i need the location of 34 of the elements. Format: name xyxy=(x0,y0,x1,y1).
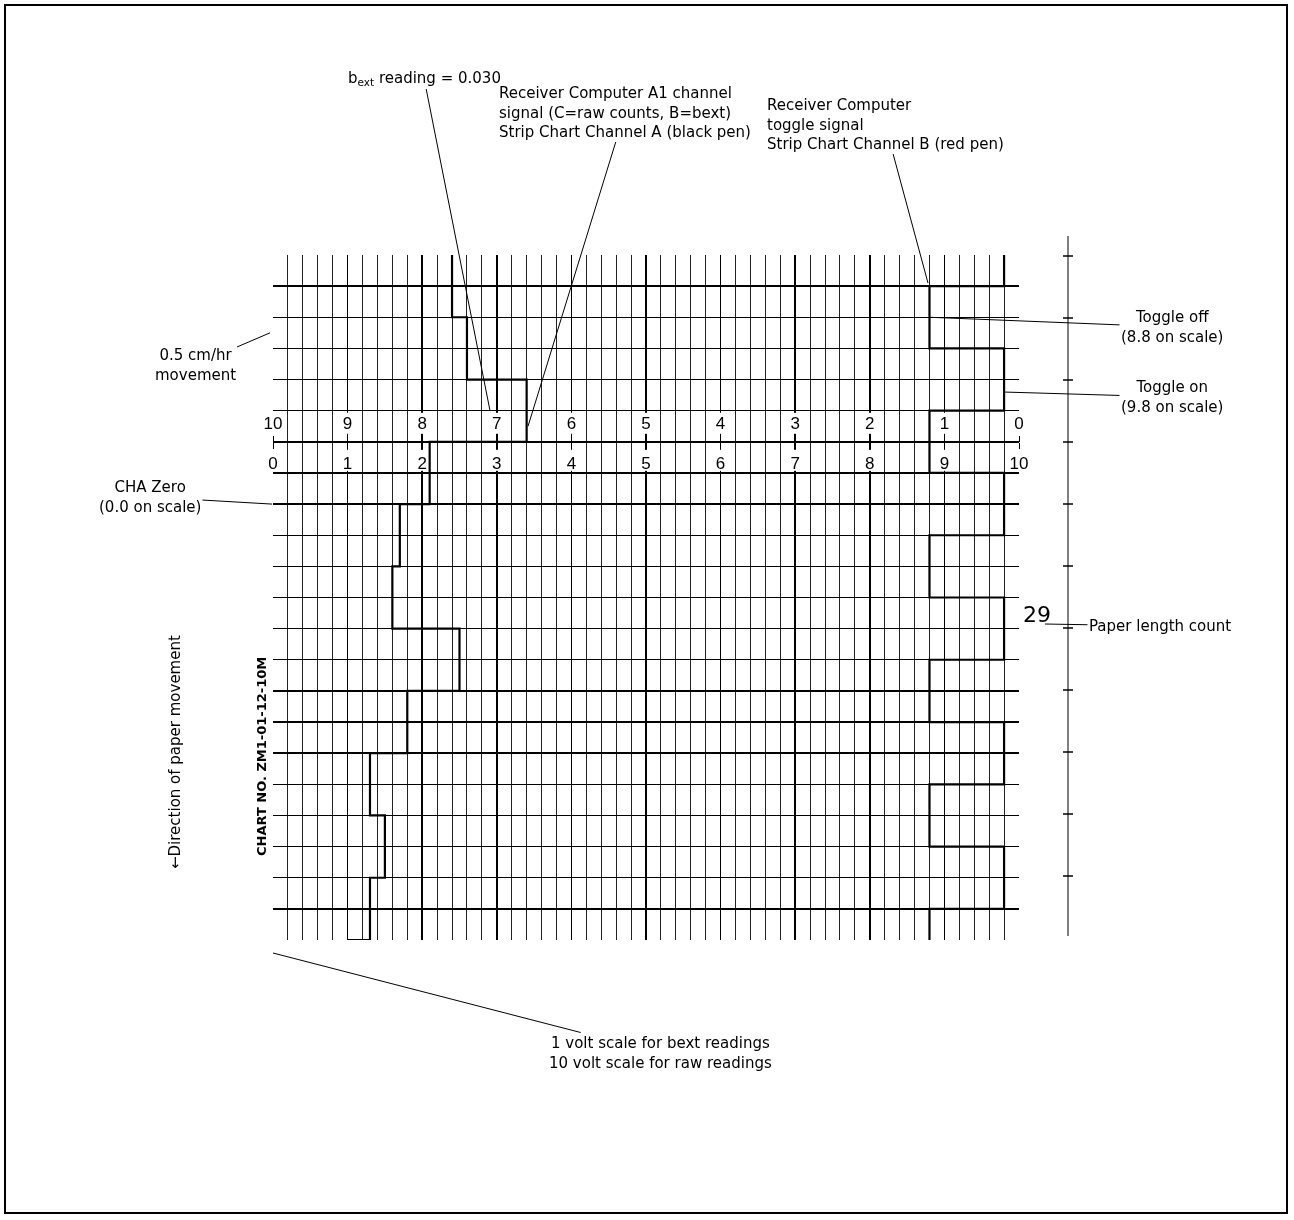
text: ←Direction of paper movement xyxy=(166,635,184,869)
text: Toggle off (8.8 on scale) xyxy=(1121,308,1224,346)
text: Receiver Computer A1 channel signal (C=raw counts, B=bext) Strip Chart Channel A (black pen) xyxy=(499,84,751,141)
x-tick-label: 9 xyxy=(939,454,950,474)
text: Toggle on (9.8 on scale) xyxy=(1121,378,1224,416)
text: CHA Zero (0.0 on scale) xyxy=(99,478,202,516)
text: 29 xyxy=(1023,602,1051,627)
x-tick-label: 6 xyxy=(715,454,726,474)
x2-tick-label: 7 xyxy=(492,414,502,434)
x2-tick-label: 0 xyxy=(1014,414,1024,434)
text: CHART NO. ZM1-01-12-10M xyxy=(254,656,269,856)
x2-tick-label: 6 xyxy=(566,414,577,434)
x-tick-label: 4 xyxy=(566,454,577,474)
x2-tick-label: 4 xyxy=(715,414,726,434)
text: b$_{ext}$ reading = 0.030 xyxy=(348,69,501,89)
x-tick-label: 8 xyxy=(865,454,875,474)
x2-tick-label: 3 xyxy=(790,414,800,434)
x2-tick-label: 10 xyxy=(263,414,283,434)
x-tick-label: 1 xyxy=(342,454,353,474)
x-tick-label: 10 xyxy=(1009,454,1029,474)
x2-tick-label: 5 xyxy=(641,414,651,434)
x-tick-label: 5 xyxy=(641,454,651,474)
x2-tick-label: 1 xyxy=(939,414,950,434)
x-tick-label: 2 xyxy=(417,454,427,474)
x2-tick-label: 8 xyxy=(417,414,427,434)
text: 0.5 cm/hr movement xyxy=(155,346,237,384)
text: 1 volt scale for bext readings 10 volt scale for raw readings xyxy=(549,1034,772,1072)
text: Paper length count xyxy=(1089,617,1232,635)
x-tick-label: 3 xyxy=(492,454,502,474)
text: Receiver Computer toggle signal Strip Chart Channel B (red pen) xyxy=(767,96,1004,153)
x-tick-label: 7 xyxy=(790,454,800,474)
x2-tick-label: 9 xyxy=(342,414,353,434)
x-tick-label: 0 xyxy=(268,454,278,474)
x2-tick-label: 2 xyxy=(865,414,875,434)
